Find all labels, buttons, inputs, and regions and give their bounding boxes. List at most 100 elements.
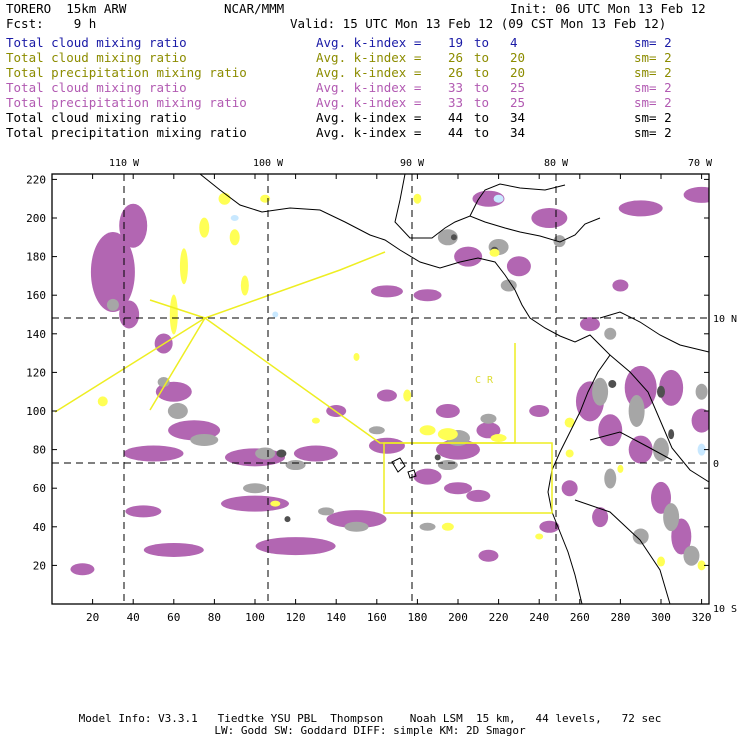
legend-from: 33	[448, 95, 464, 110]
cloud-mixing-high	[618, 200, 663, 217]
cloud-mixing-high	[143, 542, 204, 557]
cloud-mixing-high	[125, 505, 162, 518]
cloud-mixing-low	[419, 522, 436, 531]
legend-row: Total cloud mixing ratio Avg. k-index = 33…	[6, 80, 736, 95]
legend-to-word: to	[474, 35, 490, 50]
domain-boxes	[54, 251, 553, 514]
cloud-mixing-low	[368, 426, 385, 435]
cloud-mixing-low	[695, 383, 708, 400]
cloud-mixing-low	[106, 298, 119, 311]
precip-core	[434, 454, 441, 461]
legend-to-word: to	[474, 80, 490, 95]
cloud-mixing-high	[413, 468, 442, 485]
cloud-mixing-low	[285, 460, 306, 471]
latitude-label: 0	[713, 459, 719, 470]
low-level-cloud	[535, 533, 544, 540]
x-tick-label: 260	[570, 611, 590, 624]
legend-smoothing: sm= 2	[634, 35, 672, 50]
legend-from: 26	[448, 65, 464, 80]
cloud-mixing-high	[651, 481, 671, 514]
legend-from: 19	[448, 35, 464, 50]
gulf-coast	[394, 173, 601, 243]
legend-to: 34	[510, 110, 526, 125]
ice-field	[697, 443, 706, 456]
legend-field: Total precipitation mixing ratio	[6, 125, 247, 140]
cloud-mixing-high	[454, 246, 483, 267]
legend-from: 44	[448, 125, 464, 140]
legend-smoothing: sm= 2	[634, 110, 672, 125]
low-level-cloud	[97, 396, 108, 407]
axis-labels: 20 40 60 80 100 120 140 160 180 200 220 240 260 280 30…	[26, 158, 737, 624]
legend-field: Total cloud mixing ratio	[6, 35, 187, 50]
legend-to: 4	[510, 35, 518, 50]
legend-field: Total precipitation mixing ratio	[6, 65, 247, 80]
cloud-mixing-high	[466, 489, 491, 502]
legend-from: 33	[448, 80, 464, 95]
y-tick-label: 120	[26, 366, 46, 379]
cloud-mixing-low	[157, 377, 170, 388]
x-tick-label: 60	[167, 611, 180, 624]
cloud-mixing-high	[413, 289, 442, 302]
cloud-mixing-low	[663, 503, 680, 532]
x-tick-label: 40	[127, 611, 140, 624]
cloud-mixing-high	[531, 208, 568, 228]
cloud-mixing-low	[480, 413, 497, 424]
low-level-cloud	[419, 425, 436, 436]
cloud-mixing-high	[539, 520, 560, 533]
low-level-cloud	[179, 248, 188, 285]
cloud-mixing-high	[561, 480, 578, 497]
low-level-cloud	[565, 449, 574, 458]
x-tick-label: 100	[245, 611, 265, 624]
cloud-mixing-high	[119, 300, 140, 329]
low-level-cloud	[311, 417, 320, 424]
axis-ticks	[52, 174, 709, 604]
low-level-cloud	[490, 434, 507, 443]
legend-field: Total precipitation mixing ratio	[6, 95, 247, 110]
footer-physics: LW: Godd SW: Goddard DIFF: simple KM: 2D…	[214, 724, 526, 737]
footer-model-info: Model Info: V3.3.1 Tiedtke YSU PBL Thomp…	[78, 712, 662, 725]
cloud-mixing-high	[612, 279, 629, 292]
field-layer	[70, 186, 709, 576]
longitude-label: 70 W	[688, 158, 713, 169]
legend-index-label: Avg. k-index =	[316, 80, 422, 95]
low-level-cloud	[413, 193, 422, 204]
cloud-mixing-high	[370, 285, 403, 298]
cloud-mixing-high	[506, 256, 531, 277]
cloud-mixing-high	[436, 439, 480, 460]
cloud-mixing-low	[604, 327, 617, 340]
x-tick-label: 180	[407, 611, 427, 624]
x-tick-label: 240	[529, 611, 549, 624]
x-tick-label: 160	[367, 611, 387, 624]
latitude-label: 10 N	[713, 314, 737, 325]
low-level-cloud	[403, 389, 412, 402]
cloud-mixing-high	[326, 510, 387, 529]
legend-field: Total cloud mixing ratio	[6, 110, 187, 125]
x-tick-label: 120	[286, 611, 306, 624]
low-level-cloud	[437, 428, 458, 441]
cloud-mixing-low	[683, 545, 700, 566]
legend-to-word: to	[474, 50, 490, 65]
cloud-mixing-high	[579, 317, 600, 332]
precip-core	[450, 234, 457, 241]
cloud-mixing-high	[435, 404, 460, 418]
cloud-mixing-high	[598, 414, 623, 447]
legend-to-word: to	[474, 95, 490, 110]
precip-core	[608, 379, 617, 388]
y-tick-label: 100	[26, 405, 46, 418]
cloud-mixing-low	[553, 235, 566, 248]
legend-to: 25	[510, 80, 526, 95]
valid-time: Valid: 15 UTC Mon 13 Feb 12 (09 CST Mon …	[290, 16, 667, 31]
legend-to-word: to	[474, 65, 490, 80]
cloud-mixing-low	[628, 395, 645, 427]
cloud-mixing-high	[221, 495, 289, 512]
cloud-mixing-high	[691, 408, 709, 433]
legend-row: Total precipitation mixing ratio Avg. k-i…	[6, 95, 736, 110]
legend-index-label: Avg. k-index =	[316, 50, 422, 65]
ice-field	[272, 311, 279, 318]
precip-core	[276, 449, 287, 458]
cloud-mixing-high	[255, 537, 336, 556]
low-level-cloud	[260, 194, 271, 203]
cloud-mixing-high	[444, 482, 472, 495]
cloud-mixing-high	[529, 405, 550, 417]
map-frame	[51, 173, 710, 605]
